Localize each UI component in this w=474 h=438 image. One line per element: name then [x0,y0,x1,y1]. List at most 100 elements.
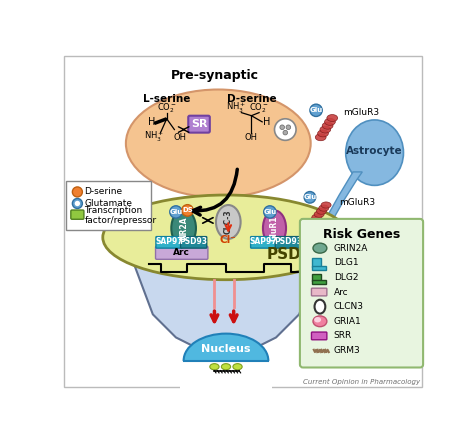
Text: D-serine: D-serine [227,94,276,104]
FancyBboxPatch shape [155,246,208,259]
Ellipse shape [170,206,182,218]
Ellipse shape [310,217,319,223]
Text: Cl⁻: Cl⁻ [220,235,237,245]
Text: Nucleus: Nucleus [201,344,251,354]
Ellipse shape [313,243,327,253]
Ellipse shape [315,134,326,141]
Ellipse shape [182,205,193,216]
Ellipse shape [73,198,82,208]
Text: L-serine: L-serine [143,94,191,104]
Text: Arc: Arc [334,287,348,297]
Ellipse shape [313,316,327,327]
Text: CLCN3: CLCN3 [334,302,364,311]
Text: GluR1: GluR1 [270,215,279,241]
Ellipse shape [325,118,335,125]
Ellipse shape [304,191,316,203]
Text: Risk Genes: Risk Genes [323,228,400,241]
Text: Current Opinion in Pharmacology: Current Opinion in Pharmacology [303,379,420,385]
Ellipse shape [73,187,82,197]
FancyBboxPatch shape [311,332,327,340]
Ellipse shape [322,122,333,129]
Ellipse shape [216,205,241,239]
FancyBboxPatch shape [312,258,321,267]
Ellipse shape [312,214,322,220]
Text: SAP97: SAP97 [155,237,183,247]
Ellipse shape [233,364,242,370]
Text: H: H [147,117,155,127]
FancyBboxPatch shape [311,288,327,296]
Ellipse shape [314,317,321,322]
Ellipse shape [263,210,286,246]
Text: PSD: PSD [266,247,301,262]
Ellipse shape [318,130,328,137]
Text: SRR: SRR [334,332,352,340]
Ellipse shape [183,334,268,388]
Text: GRIA1: GRIA1 [334,317,362,326]
Text: NH$_3^+$: NH$_3^+$ [145,130,164,145]
Ellipse shape [283,131,288,135]
FancyBboxPatch shape [312,280,326,284]
Text: GRIN2A: GRIN2A [334,244,368,253]
Text: SAP97: SAP97 [250,237,278,247]
Text: Glu: Glu [169,209,182,215]
Ellipse shape [171,210,196,247]
Text: OH: OH [173,133,186,142]
Ellipse shape [75,201,80,206]
Ellipse shape [286,125,291,130]
Ellipse shape [320,126,331,133]
Text: DLG2: DLG2 [334,273,358,282]
Ellipse shape [264,206,276,218]
Ellipse shape [346,120,403,185]
Ellipse shape [103,195,349,280]
Text: NH$_3^+$: NH$_3^+$ [226,101,246,115]
Ellipse shape [319,205,329,211]
Polygon shape [130,253,322,351]
FancyBboxPatch shape [66,181,151,230]
FancyBboxPatch shape [181,237,207,248]
Text: DLG1: DLG1 [334,258,358,267]
Ellipse shape [274,119,296,140]
Ellipse shape [221,364,231,370]
Text: Glu: Glu [310,107,323,113]
Text: Astrocyte: Astrocyte [346,146,403,156]
Text: Pre-synaptic: Pre-synaptic [171,69,258,82]
FancyBboxPatch shape [188,116,210,133]
Text: Arc: Arc [173,248,190,257]
Ellipse shape [317,208,327,214]
Ellipse shape [126,89,310,198]
Ellipse shape [314,211,324,217]
Text: mGluR3: mGluR3 [339,198,375,207]
Text: mGluR3: mGluR3 [343,108,379,117]
FancyBboxPatch shape [312,266,326,270]
Text: PSD93: PSD93 [274,237,302,247]
Ellipse shape [280,125,284,130]
Text: OH: OH [245,133,258,142]
Ellipse shape [315,300,325,314]
Text: GRM3: GRM3 [334,346,361,355]
Ellipse shape [210,364,219,370]
FancyBboxPatch shape [275,237,301,248]
Text: PSD93: PSD93 [180,237,208,247]
Text: CO$_2^-$: CO$_2^-$ [157,101,177,115]
FancyBboxPatch shape [71,210,84,219]
Text: CO$_2^-$: CO$_2^-$ [249,101,269,115]
FancyBboxPatch shape [156,237,182,248]
Text: Glutamate: Glutamate [84,199,132,208]
FancyBboxPatch shape [312,274,321,281]
Ellipse shape [327,115,337,121]
Text: SR: SR [191,119,207,129]
Text: H: H [263,117,271,127]
Text: Glu: Glu [303,194,317,200]
Polygon shape [328,172,362,218]
Ellipse shape [310,104,322,117]
FancyBboxPatch shape [300,219,423,367]
Text: D-serine: D-serine [84,187,122,196]
Text: Transcription
factor/repressor: Transcription factor/repressor [84,206,156,226]
FancyBboxPatch shape [251,237,277,248]
Text: DS: DS [182,208,193,213]
Text: CLC-3: CLC-3 [224,210,233,234]
Text: NR2A: NR2A [179,216,188,240]
Bar [180,360,272,392]
Text: Glu: Glu [263,209,276,215]
Ellipse shape [321,202,331,208]
